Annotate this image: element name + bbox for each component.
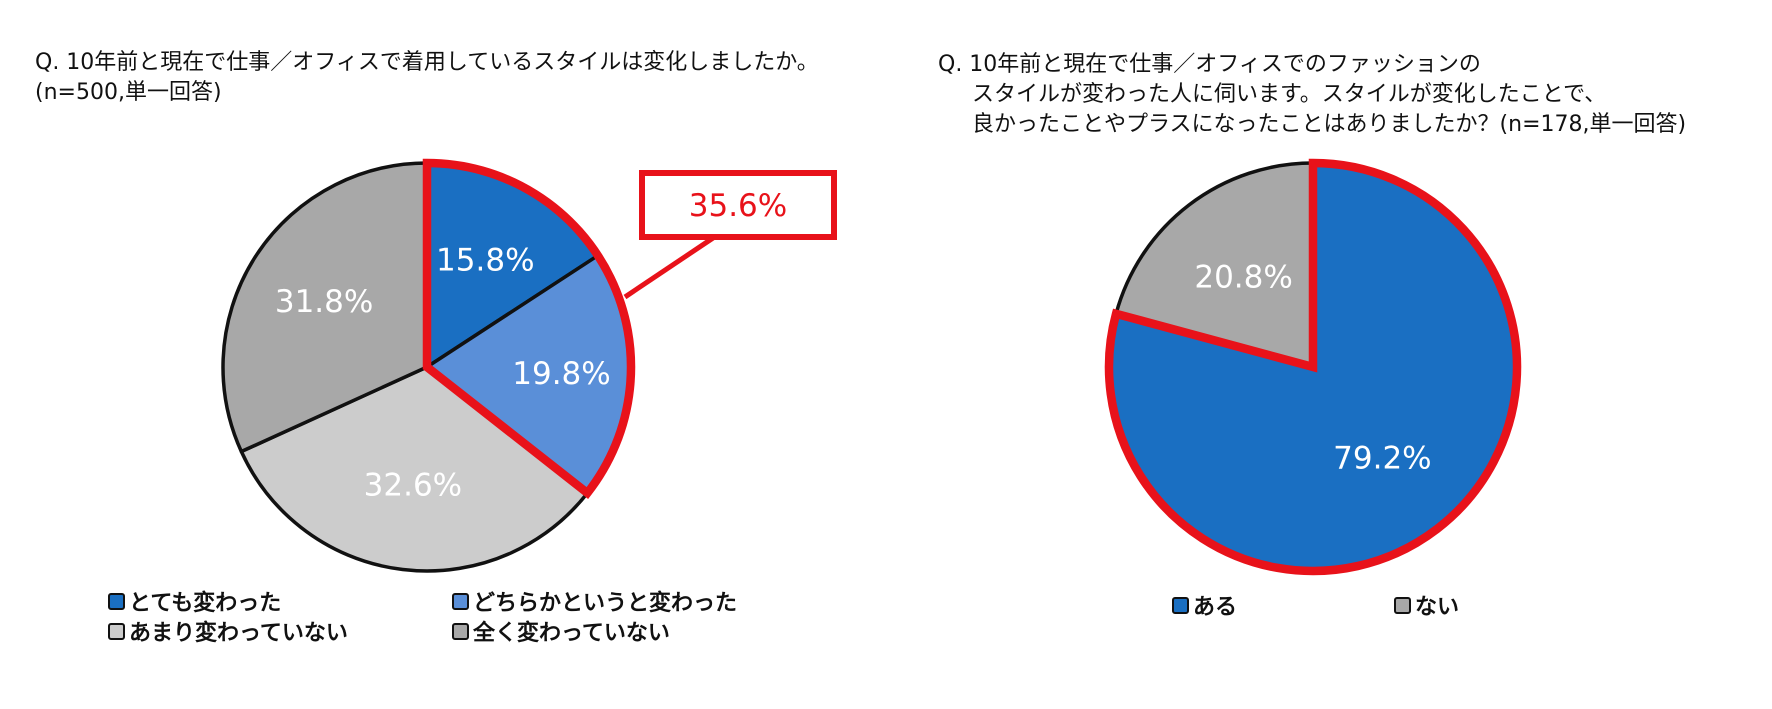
callout-leader-line — [623, 235, 715, 300]
legend-item-mattaku: 全く変わっていない — [452, 615, 670, 647]
slice-mattaku — [221, 161, 429, 454]
legend-label: どちらかというと変わった — [473, 591, 738, 616]
slice-dochiraka-label: 19.8% — [512, 356, 610, 392]
legend-item-nai: ない — [1394, 589, 1459, 621]
slice-aru-label: 79.2% — [1333, 441, 1431, 477]
legend-item-amari: あまり変わっていない — [108, 615, 348, 647]
legend-label: ある — [1193, 595, 1238, 620]
chart2-question-line-2: スタイルが変わった人に伺います。スタイルが変化したことで、 — [972, 82, 1607, 107]
chart1-pie: 15.8% 19.8% 32.6% 31.8% — [221, 158, 636, 573]
legend-label: 全く変わっていない — [473, 621, 670, 646]
chart2-highlight-outline — [1104, 158, 1522, 576]
slice-mattaku-label: 31.8% — [275, 284, 373, 320]
legend-swatch — [1172, 596, 1189, 614]
callout-value: 35.6% — [689, 188, 787, 224]
legend-swatch — [108, 622, 125, 640]
legend-item-totemo: とても変わった — [108, 585, 281, 617]
chart2-question-line-1: Q. 10年前と現在で仕事／オフィスでのファッションの — [938, 52, 1481, 77]
slice-amari — [239, 365, 590, 573]
legend-item-aru: ある — [1172, 589, 1237, 621]
legend-swatch — [452, 592, 469, 610]
legend-label: とても変わった — [129, 591, 282, 616]
chart2-question-line-3: 良かったことやプラスになったことはありましたか？(n=178,単一回答) — [972, 112, 1687, 137]
legend-swatch — [452, 622, 469, 640]
slice-amari-label: 32.6% — [364, 468, 462, 504]
slice-nai-label: 20.8% — [1194, 259, 1292, 295]
chart1-sample-size: (n=500,単一回答) — [35, 80, 222, 105]
legend-label: ない — [1415, 595, 1460, 620]
chart2-question: Q. 10年前と現在で仕事／オフィスでのファッションの スタイルが変わった人に伺… — [938, 50, 1772, 140]
chart2-pie: 79.2% 20.8% — [1104, 158, 1522, 576]
legend-label: あまり変わっていない — [129, 621, 348, 646]
callout-box — [639, 170, 837, 240]
chart1-question: Q. 10年前と現在で仕事／オフィスで着用しているスタイルは変化しましたか。 (… — [35, 48, 915, 108]
legend-swatch — [1394, 596, 1411, 614]
slice-nai — [1114, 161, 1315, 369]
chart1-question-text: Q. 10年前と現在で仕事／オフィスで着用しているスタイルは変化しましたか。 — [35, 50, 819, 75]
legend-swatch — [108, 592, 125, 610]
slice-totemo-label: 15.8% — [436, 242, 534, 278]
legend-item-dochiraka: どちらかというと変わった — [452, 585, 737, 617]
highlight-callout: 35.6% — [623, 170, 837, 300]
chart1-highlight-outline — [422, 158, 636, 500]
